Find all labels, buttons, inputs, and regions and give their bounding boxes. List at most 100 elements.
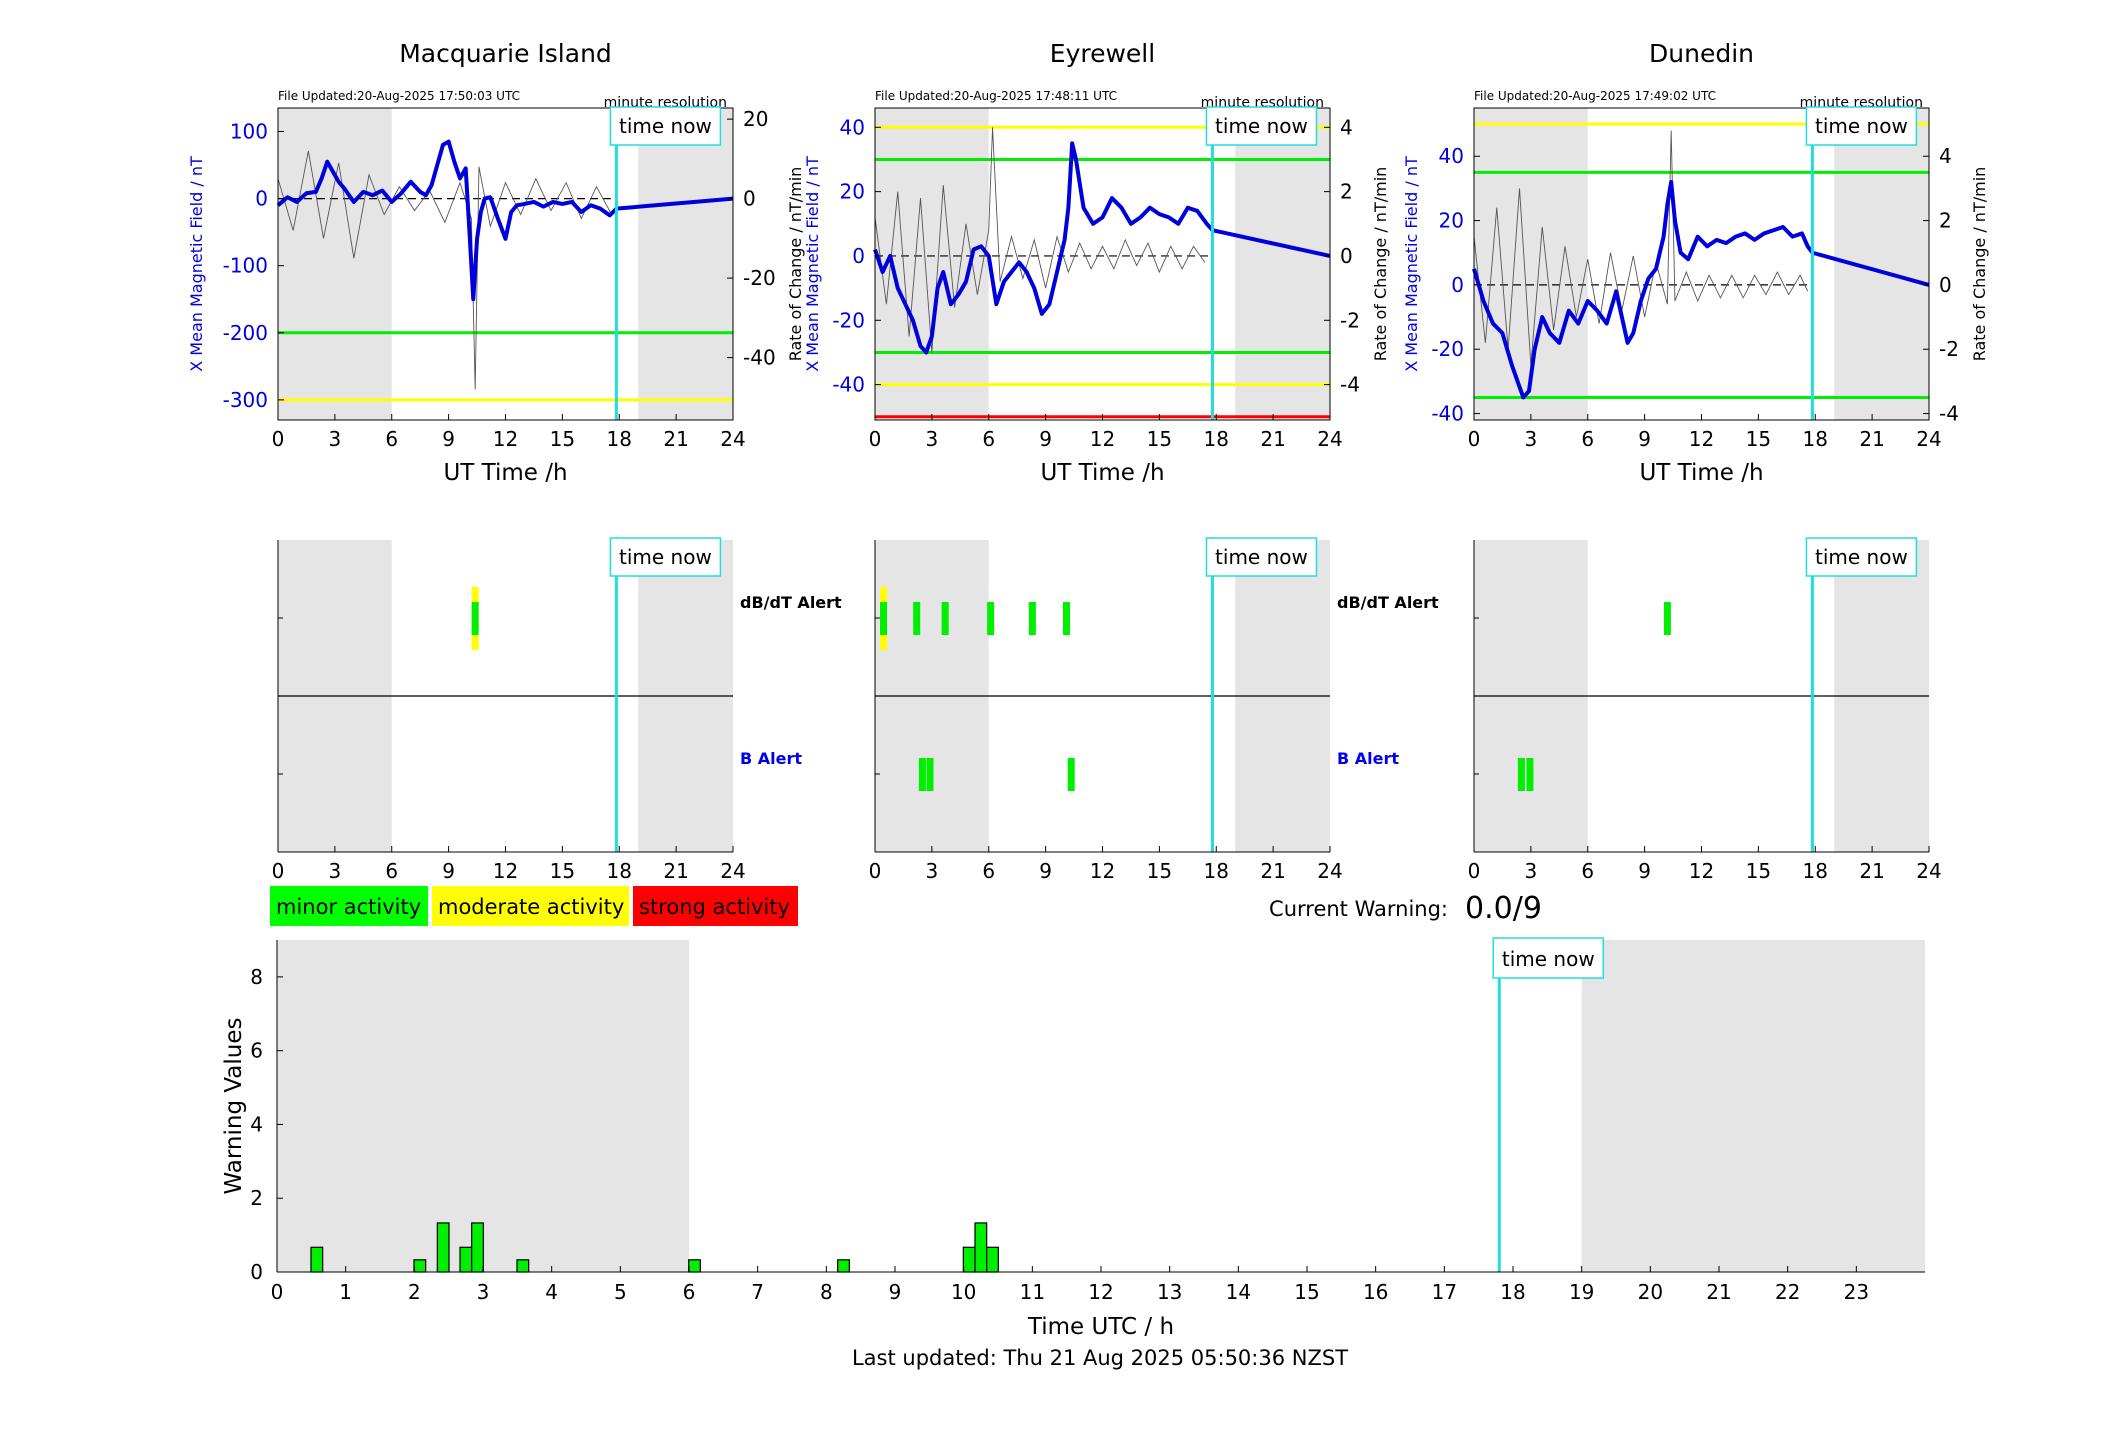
x-axis-label: UT Time /h	[1639, 460, 1763, 486]
y-tick-label: -20	[1431, 337, 1464, 361]
alert-panel-0: 0 3 6 9 12 15 18 21 24 time now dB/dT Alert B Alert	[272, 537, 842, 883]
warning-bar	[837, 1259, 850, 1273]
x-tick-label: 18	[1803, 859, 1828, 883]
dbdt-alert-label: dB/dT Alert	[1337, 593, 1439, 612]
x-tick-label: 15	[1147, 427, 1172, 451]
warning-bar	[436, 1222, 450, 1273]
x-axis-label: Time UTC / h	[1027, 1314, 1174, 1340]
x-tick-label: 15	[1746, 427, 1771, 451]
x-tick-label: 24	[1317, 427, 1342, 451]
x-tick-label: 15	[550, 859, 575, 883]
warning-bar	[962, 1246, 976, 1273]
y-axis-label: X Mean Magnetic Field / nT	[1402, 156, 1421, 372]
x-tick-label: 19	[1569, 1280, 1594, 1304]
y-right-tick-label: 4	[1340, 115, 1353, 139]
warning-bar	[986, 1246, 999, 1273]
x-tick-label: 3	[926, 427, 939, 451]
dbdt-alert-mark-minor	[880, 602, 888, 635]
b-alert-mark-minor	[926, 758, 934, 791]
station-alert-panels: 0 3 6 9 12 15 18 21 24 time now dB/dT Alert B Alert…	[272, 537, 1942, 883]
y-axis-label: Warning Values	[221, 1017, 247, 1194]
station-title: Dunedin	[1649, 39, 1754, 68]
x-tick-label: 2	[408, 1280, 421, 1304]
x-tick-label: 14	[1226, 1280, 1251, 1304]
x-tick-label: 22	[1775, 1280, 1800, 1304]
dbdt-alert-mark-minor	[1062, 602, 1070, 635]
x-tick-label: 9	[889, 1280, 902, 1304]
y-tick-label: 20	[840, 180, 865, 204]
field-series-line	[276, 139, 734, 302]
station-title: Eyrewell	[1050, 39, 1155, 68]
y-right-tick-label: -4	[1340, 373, 1360, 397]
y-tick-label: -40	[1431, 402, 1464, 426]
y-tick-label: 40	[1439, 144, 1464, 168]
field-series-line	[873, 141, 1331, 355]
warning-bar	[413, 1259, 427, 1273]
x-tick-label: 10	[951, 1280, 976, 1304]
y-right-tick-label: 0	[1340, 244, 1353, 268]
x-tick-label: 24	[720, 427, 745, 451]
x-tick-label: 6	[385, 859, 398, 883]
legend-label: strong activity	[639, 895, 790, 919]
y-tick-label: 20	[1439, 209, 1464, 233]
time-now-box	[609, 106, 722, 146]
y-tick-label: -100	[223, 254, 268, 278]
x-tick-label: 3	[329, 859, 342, 883]
x-tick-label: 12	[1689, 427, 1714, 451]
time-now-box	[1205, 537, 1318, 577]
x-tick-label: 12	[1090, 427, 1115, 451]
warning-bar	[974, 1222, 988, 1273]
y-right-tick-label: 0	[743, 187, 756, 211]
x-tick-label: 3	[477, 1280, 490, 1304]
x-tick-label: 24	[1916, 427, 1941, 451]
rate-series-line	[277, 150, 613, 390]
x-tick-label: 4	[545, 1280, 558, 1304]
y-tick-label: 0	[255, 187, 268, 211]
x-tick-label: 0	[869, 859, 882, 883]
alert-panel-2: 0 3 6 9 12 15 18 21 24 time now	[1468, 537, 1942, 883]
time-now-label: time now	[1815, 114, 1908, 138]
warning-bar	[471, 1222, 484, 1273]
y-tick-label: 40	[840, 115, 865, 139]
x-tick-label: 3	[1525, 427, 1538, 451]
x-tick-label: 12	[1088, 1280, 1113, 1304]
x-tick-label: 9	[442, 859, 455, 883]
station-field-panels: 0 3 6 9 12 15 18 21 24-300-200-1000100-40-20020M…	[187, 39, 1989, 486]
time-now-label: time now	[1215, 114, 1308, 138]
legend-swatch-0	[270, 886, 428, 926]
y-tick-label: -20	[832, 308, 865, 332]
y-tick-label: -40	[832, 373, 865, 397]
x-tick-label: 5	[614, 1280, 627, 1304]
x-tick-label: 9	[442, 427, 455, 451]
station-panel-1: 0 3 6 9 12 15 18 21 24-40-2002040-4-2024Eyrewell…	[803, 39, 1390, 486]
x-tick-label: 21	[1260, 859, 1285, 883]
y-tick-label: 6	[250, 1039, 263, 1063]
station-panel-0: 0 3 6 9 12 15 18 21 24-300-200-1000100-40-20020M…	[187, 39, 805, 486]
y-right-tick-label: 20	[743, 107, 768, 131]
b-alert-label: B Alert	[1337, 749, 1399, 768]
y-axis-label: X Mean Magnetic Field / nT	[187, 156, 206, 372]
dbdt-alert-mark-minor	[1663, 602, 1671, 635]
y-tick-label: 0	[1451, 273, 1464, 297]
x-tick-label: 15	[550, 427, 575, 451]
x-tick-label: 15	[1294, 1280, 1319, 1304]
x-tick-label: 9	[1039, 427, 1052, 451]
y-right-tick-label: 4	[1939, 144, 1952, 168]
x-tick-label: 0	[1468, 859, 1481, 883]
dbdt-alert-mark-minor	[1028, 602, 1036, 635]
dbdt-alert-mark-minor	[941, 602, 949, 635]
x-tick-label: 21	[1706, 1280, 1731, 1304]
x-tick-label: 24	[1916, 859, 1941, 883]
x-tick-label: 0	[1468, 427, 1481, 451]
x-tick-label: 0	[271, 1280, 284, 1304]
b-alert-mark-minor	[1526, 758, 1534, 791]
legend-swatch-2	[633, 886, 798, 926]
x-tick-label: 17	[1432, 1280, 1457, 1304]
x-tick-label: 15	[1147, 859, 1172, 883]
dbdt-alert-label: dB/dT Alert	[740, 593, 842, 612]
night-shading	[1581, 940, 1925, 1272]
time-now-box	[1492, 937, 1605, 979]
night-shading	[277, 940, 689, 1272]
